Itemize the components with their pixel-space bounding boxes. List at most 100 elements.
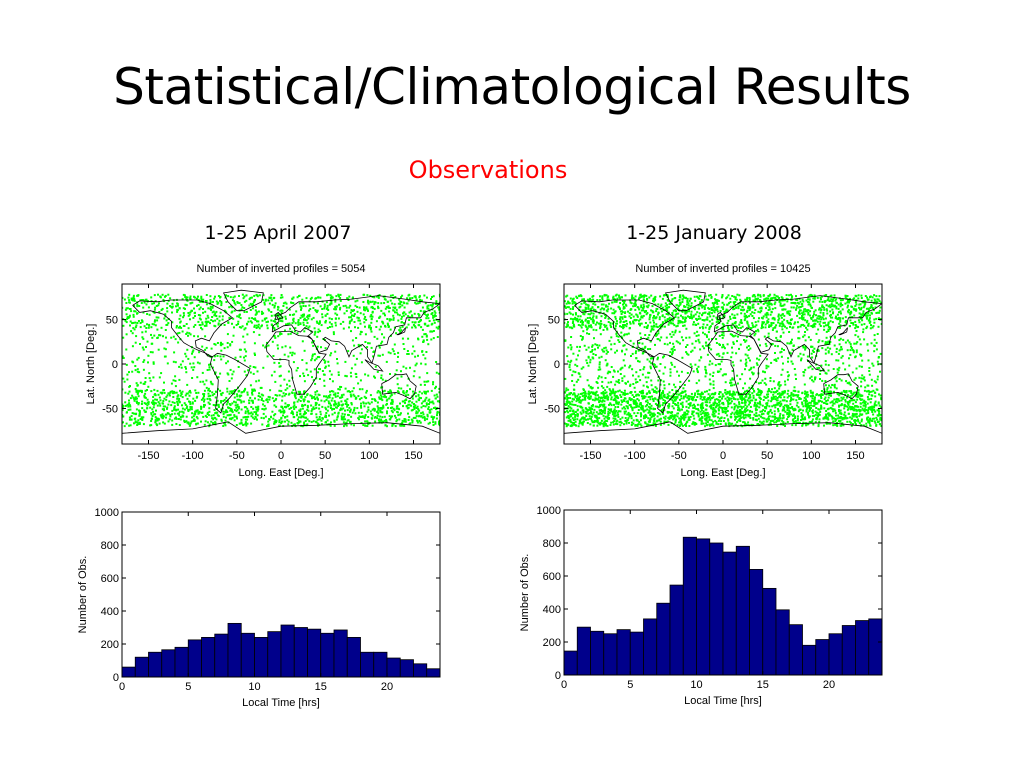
map-point — [216, 342, 219, 344]
map-point — [833, 294, 836, 297]
map-point — [565, 423, 568, 425]
map-point — [242, 335, 245, 338]
map-point — [302, 321, 305, 324]
map-point — [202, 415, 205, 418]
map-point — [320, 423, 323, 426]
map-point — [845, 417, 848, 420]
map-point — [329, 294, 332, 297]
map-point — [210, 309, 213, 311]
map-point — [736, 421, 739, 424]
map-point — [193, 419, 196, 422]
map-point — [576, 418, 579, 421]
map-point — [264, 299, 267, 302]
map-point — [150, 412, 153, 415]
map-point — [252, 307, 254, 310]
map-point — [378, 420, 381, 423]
map-point — [147, 354, 150, 357]
map-point — [141, 336, 144, 339]
map-point — [587, 306, 590, 309]
map-point — [354, 300, 357, 303]
map-point — [704, 365, 707, 368]
map-point — [160, 326, 163, 329]
map-point — [139, 381, 142, 384]
map-point — [574, 423, 577, 426]
map-point — [680, 418, 682, 421]
map-point — [571, 397, 574, 400]
map-point — [640, 390, 643, 393]
y-axis-label: Lat. North [Deg.] — [85, 324, 97, 405]
map-point — [294, 397, 297, 400]
map-point — [709, 373, 712, 376]
map-point — [429, 330, 432, 333]
map-point — [271, 397, 274, 400]
map-point — [262, 366, 265, 369]
map-point — [245, 374, 248, 377]
map-point — [184, 296, 187, 298]
map-point — [826, 309, 829, 312]
map-point — [332, 390, 335, 393]
map-point — [122, 306, 124, 309]
map-point — [211, 417, 214, 420]
map-point — [380, 302, 383, 305]
map-point — [742, 414, 745, 416]
map-point — [668, 403, 671, 406]
map-point — [731, 322, 734, 325]
map-point — [365, 396, 368, 399]
map-point — [641, 295, 644, 298]
map-point — [354, 326, 356, 329]
map-point — [666, 393, 669, 396]
map-point — [191, 301, 194, 304]
map-point — [812, 380, 815, 383]
map-point — [857, 335, 860, 338]
map-point — [201, 328, 204, 331]
map-point — [698, 359, 701, 362]
map-point — [380, 395, 383, 398]
map-point — [787, 357, 790, 360]
map-point — [373, 408, 376, 411]
map-point — [880, 417, 882, 420]
map-point — [863, 338, 866, 341]
map-point — [251, 388, 254, 391]
map-point — [309, 370, 312, 373]
map-point — [394, 425, 397, 428]
map-point — [213, 393, 216, 395]
map-point — [571, 299, 574, 302]
map-point — [862, 310, 865, 313]
map-point — [734, 415, 737, 418]
map-point — [389, 294, 392, 297]
map-point — [700, 395, 703, 398]
map-point — [833, 408, 836, 411]
map-point — [262, 312, 265, 315]
map-point — [194, 410, 197, 413]
map-point — [382, 390, 385, 393]
map-point — [791, 295, 794, 298]
map-point — [576, 415, 579, 418]
map-point — [643, 415, 645, 418]
map-point — [280, 312, 283, 314]
map-point — [318, 416, 321, 418]
map-point — [852, 406, 855, 409]
map-point — [424, 392, 427, 395]
map-point — [636, 398, 639, 400]
map-point — [741, 395, 743, 398]
map-point — [795, 394, 798, 397]
map-point — [864, 295, 867, 297]
map-point — [775, 324, 778, 327]
map-point — [372, 407, 375, 410]
map-point — [258, 327, 261, 330]
map-point — [282, 305, 285, 307]
map-point — [677, 408, 679, 411]
map-point — [849, 349, 852, 352]
map-point — [246, 418, 249, 421]
map-point — [732, 390, 735, 393]
map-point — [598, 366, 601, 369]
map-point — [171, 419, 174, 422]
map-point — [431, 304, 434, 307]
map-point — [861, 319, 864, 322]
map-point — [435, 417, 438, 420]
map-point — [150, 326, 153, 329]
map-point — [306, 393, 309, 396]
map-point — [764, 410, 766, 413]
map-point — [207, 387, 210, 390]
map-point — [601, 399, 604, 402]
